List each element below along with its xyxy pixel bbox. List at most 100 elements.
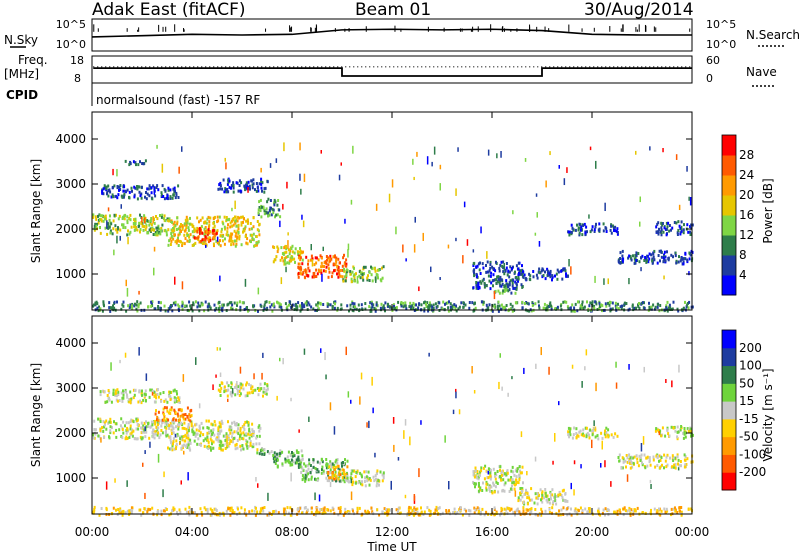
heatmap-cell bbox=[480, 281, 483, 285]
heatmap-cell bbox=[662, 256, 665, 260]
heatmap-cell bbox=[299, 258, 302, 262]
heatmap-cell bbox=[209, 507, 212, 511]
heatmap-cell bbox=[688, 251, 691, 255]
heatmap-cell bbox=[525, 490, 528, 494]
heatmap-cell bbox=[558, 509, 561, 513]
heatmap-cell bbox=[169, 395, 172, 399]
heatmap-cell bbox=[451, 304, 454, 308]
heatmap-cell bbox=[414, 216, 416, 223]
heatmap-cell bbox=[557, 270, 560, 274]
heatmap-cell bbox=[226, 389, 228, 393]
heatmap-cell bbox=[670, 507, 673, 511]
heatmap-cell bbox=[582, 432, 585, 436]
heatmap-cell bbox=[144, 159, 147, 163]
heatmap-cell bbox=[303, 268, 306, 272]
heatmap-cell bbox=[153, 217, 155, 221]
heatmap-cell bbox=[680, 425, 683, 428]
heatmap-cell bbox=[273, 201, 275, 205]
heatmap-cell bbox=[573, 509, 576, 513]
heatmap-cell bbox=[153, 246, 156, 252]
heatmap-cell bbox=[239, 387, 242, 390]
heatmap-cell bbox=[534, 232, 537, 236]
heatmap-cell bbox=[658, 454, 661, 458]
heatmap-cell bbox=[126, 395, 129, 399]
heatmap-cell bbox=[99, 420, 102, 423]
heatmap-cell bbox=[321, 468, 323, 471]
heatmap-cell bbox=[233, 430, 236, 434]
heatmap-cell bbox=[257, 393, 260, 397]
heatmap-cell bbox=[166, 433, 169, 437]
time-x-ticks: 00:00 04:00 08:00 12:00 16:00 20:00 00:00 bbox=[75, 112, 709, 539]
heatmap-cell bbox=[610, 224, 613, 228]
heatmap-cell bbox=[475, 265, 478, 269]
heatmap-cell bbox=[666, 250, 668, 254]
heatmap-cell bbox=[636, 457, 639, 461]
heatmap-cell bbox=[639, 221, 641, 227]
heatmap-cell bbox=[112, 506, 115, 510]
heatmap-cell bbox=[122, 511, 125, 515]
heatmap-cell bbox=[139, 301, 142, 305]
heatmap-cell bbox=[538, 241, 541, 247]
heatmap-cell bbox=[159, 392, 162, 396]
heatmap-cell bbox=[690, 434, 692, 438]
heatmap-cell bbox=[300, 465, 303, 469]
heatmap-cell bbox=[347, 249, 349, 258]
heatmap-cell bbox=[690, 507, 693, 511]
heatmap-cell bbox=[204, 220, 207, 224]
colorbar-tick-label: -15 bbox=[739, 412, 759, 426]
heatmap-cell bbox=[154, 393, 157, 397]
heatmap-cell bbox=[144, 228, 147, 232]
heatmap-cell bbox=[683, 257, 686, 261]
heatmap-cell bbox=[244, 225, 247, 229]
heatmap-cell bbox=[120, 307, 123, 311]
heatmap-cell bbox=[241, 436, 244, 440]
heatmap-cell bbox=[175, 193, 178, 197]
heatmap-cell bbox=[490, 485, 493, 489]
heatmap-cell bbox=[103, 421, 106, 425]
heatmap-cell bbox=[667, 257, 670, 261]
heatmap-cell bbox=[423, 307, 426, 311]
heatmap-cell bbox=[179, 414, 182, 418]
heatmap-cell bbox=[425, 302, 427, 306]
colorbar-tick-label: 4 bbox=[739, 268, 747, 282]
heatmap-cell bbox=[666, 426, 669, 430]
heatmap-cell bbox=[300, 449, 303, 453]
heatmap-cell bbox=[453, 304, 456, 308]
heatmap-cell bbox=[278, 208, 281, 212]
heatmap-cell bbox=[658, 459, 660, 463]
heatmap-cell bbox=[512, 480, 515, 484]
heatmap-cell bbox=[686, 166, 688, 172]
heatmap-cell bbox=[587, 510, 590, 514]
heatmap-cell bbox=[198, 240, 201, 244]
heatmap-cell bbox=[98, 305, 100, 309]
heatmap-cell bbox=[541, 491, 544, 495]
heatmap-cell bbox=[339, 510, 342, 514]
heatmap-cell bbox=[207, 447, 210, 450]
x-tick-label: 08:00 bbox=[275, 525, 310, 539]
heatmap-cell bbox=[472, 473, 475, 477]
heatmap-cell bbox=[548, 273, 551, 277]
heatmap-cell bbox=[349, 307, 352, 311]
heatmap-cell bbox=[673, 463, 676, 467]
heatmap-cell bbox=[447, 306, 450, 310]
heatmap-cell bbox=[428, 508, 431, 512]
heatmap-cell bbox=[99, 214, 102, 218]
heatmap-cell bbox=[499, 513, 501, 517]
heatmap-cell bbox=[205, 236, 208, 240]
heatmap-cell bbox=[641, 301, 644, 305]
heatmap-cell bbox=[349, 476, 352, 480]
heatmap-cell bbox=[623, 301, 626, 305]
heatmap-cell bbox=[366, 509, 369, 513]
heatmap-cell bbox=[540, 347, 542, 356]
heatmap-cell bbox=[117, 390, 120, 394]
heatmap-cell bbox=[636, 461, 639, 465]
heatmap-cell bbox=[179, 408, 182, 412]
heatmap-cell bbox=[329, 482, 332, 488]
heatmap-cell bbox=[148, 436, 151, 440]
heatmap-cell bbox=[344, 218, 346, 224]
heatmap-cell bbox=[494, 471, 497, 475]
heatmap-cell bbox=[511, 376, 513, 380]
heatmap-cell bbox=[610, 433, 613, 437]
heatmap-cell bbox=[139, 160, 141, 164]
heatmap-cell bbox=[314, 477, 316, 481]
